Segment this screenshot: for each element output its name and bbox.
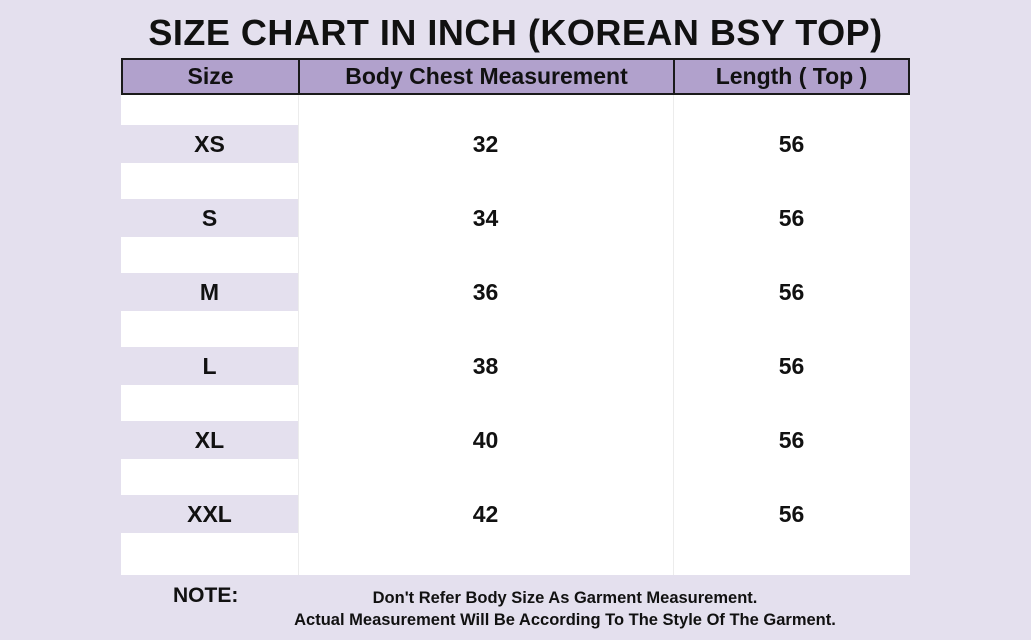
header-body-chest: Body Chest Measurement bbox=[298, 60, 673, 93]
table-row: L 38 56 bbox=[121, 347, 910, 385]
column-divider bbox=[673, 95, 674, 575]
column-divider bbox=[298, 95, 299, 575]
length-cell: 56 bbox=[778, 204, 805, 231]
size-cell: XXL bbox=[121, 495, 298, 533]
chest-cell: 42 bbox=[472, 500, 499, 527]
length-cell: 56 bbox=[778, 352, 805, 379]
table-row: XS 32 56 bbox=[121, 125, 910, 163]
chest-cell: 32 bbox=[472, 130, 499, 157]
length-cell: 56 bbox=[778, 130, 805, 157]
size-cell: XL bbox=[121, 421, 298, 459]
length-cell: 56 bbox=[778, 426, 805, 453]
table-row: XL 40 56 bbox=[121, 421, 910, 459]
header-size: Size bbox=[187, 63, 234, 89]
size-chart-table: Size Body Chest Measurement Length ( Top… bbox=[121, 58, 910, 575]
length-cell: 56 bbox=[778, 278, 805, 305]
chest-cell: 34 bbox=[472, 204, 499, 231]
page-title: SIZE CHART IN INCH (KOREAN BSY TOP) bbox=[148, 12, 883, 53]
size-cell: S bbox=[121, 199, 298, 237]
note-label: NOTE: bbox=[173, 584, 239, 607]
header-length: Length ( Top ) bbox=[673, 60, 908, 93]
size-cell: L bbox=[121, 347, 298, 385]
chest-cell: 38 bbox=[472, 352, 499, 379]
table-row: M 36 56 bbox=[121, 273, 910, 311]
note-line-1: Don't Refer Body Size As Garment Measure… bbox=[372, 589, 758, 607]
table-row: XXL 42 56 bbox=[121, 495, 910, 533]
size-cell: XS bbox=[121, 125, 298, 163]
note-line-2: Actual Measurement Will Be According To … bbox=[294, 611, 836, 629]
table-row: S 34 56 bbox=[121, 199, 910, 237]
length-cell: 56 bbox=[778, 500, 805, 527]
chest-cell: 40 bbox=[472, 426, 499, 453]
table-body: XS 32 56 S 34 56 M 36 56 L 38 56 XL 40 5… bbox=[121, 95, 910, 575]
chest-cell: 36 bbox=[472, 278, 499, 305]
table-header-row: Size Body Chest Measurement Length ( Top… bbox=[121, 58, 910, 95]
size-cell: M bbox=[121, 273, 298, 311]
note-text: Don't Refer Body Size As Garment Measure… bbox=[230, 587, 900, 631]
